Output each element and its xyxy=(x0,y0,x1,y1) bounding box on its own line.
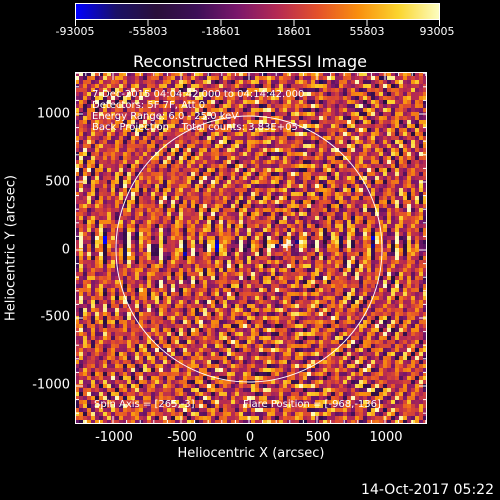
annotation-time-range: 7-Dec-2015 04:04:42.000 to 04:14:42.000 xyxy=(92,89,305,100)
solar-limb-circle xyxy=(115,115,383,383)
sun-center-marker xyxy=(281,239,293,251)
y-tick-label: -500 xyxy=(40,309,70,325)
x-tick-label: 500 xyxy=(305,430,331,445)
annotation-spin-axis: Spin Axis = [265,-3] xyxy=(94,399,195,410)
colorbar-ticks xyxy=(75,20,440,26)
y-axis-label: Heliocentric Y (arcsec) xyxy=(3,175,19,321)
colorbar xyxy=(75,3,440,20)
annotation-flare-position: Flare Position = [-968,-136] xyxy=(243,399,381,410)
footer-date: 14-Oct-2017 05:22 xyxy=(361,482,494,498)
colorbar-tick-label: -93005 xyxy=(55,25,95,38)
colorbar-tick-label: -18601 xyxy=(201,25,241,38)
x-tick-label: 0 xyxy=(245,430,255,445)
x-tick-label: 1000 xyxy=(369,430,403,445)
x-tick-label: -500 xyxy=(167,430,197,445)
y-tick-label: -1000 xyxy=(32,377,70,393)
colorbar-tick-label: 93005 xyxy=(419,25,455,38)
axis-ticks xyxy=(75,72,427,424)
plot-title: Reconstructed RHESSI Image xyxy=(133,52,367,71)
annotation-detectors: Detectors: 5F 7F, Att 0 xyxy=(92,100,206,111)
plot-frame xyxy=(75,72,427,424)
colorbar-tick-label: -55803 xyxy=(128,25,168,38)
x-tick-label: -1000 xyxy=(95,430,133,445)
heatmap-cells xyxy=(75,72,427,424)
y-tick-label: 500 xyxy=(45,174,70,190)
x-axis-label: Heliocentric X (arcsec) xyxy=(177,446,325,461)
colorbar-tick-label: 55803 xyxy=(349,25,385,38)
y-tick-label: 0 xyxy=(61,242,70,258)
heatmap-plot xyxy=(75,72,427,424)
colorbar-tick-label: 18601 xyxy=(276,25,312,38)
annotation-energy-range: Energy Range: 6.0 - 25.0 keV xyxy=(92,111,239,122)
y-tick-label: 1000 xyxy=(36,106,70,122)
annotation-counts: Back Projection Total counts: 3.83E+05 xyxy=(92,122,298,133)
